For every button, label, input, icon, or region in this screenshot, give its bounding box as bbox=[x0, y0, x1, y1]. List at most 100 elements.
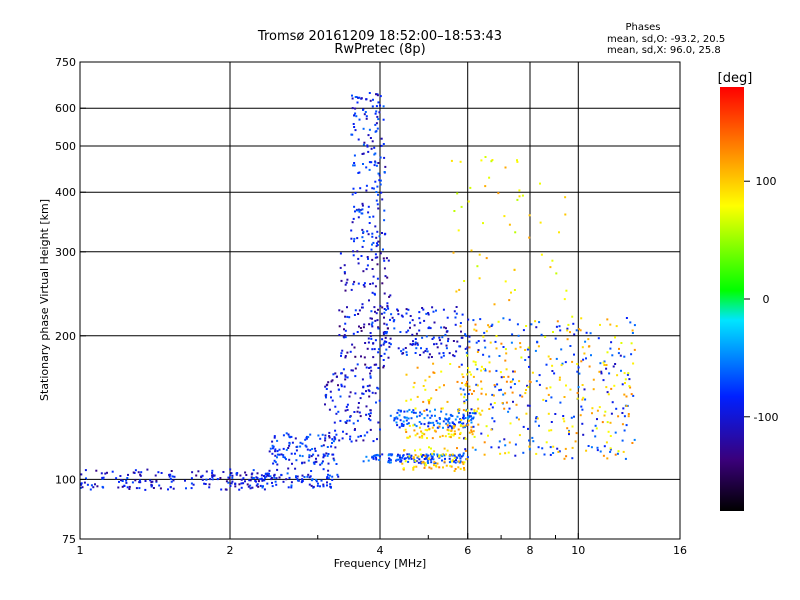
data-point bbox=[462, 452, 465, 455]
data-point bbox=[332, 453, 335, 456]
data-point bbox=[374, 392, 377, 395]
data-point bbox=[387, 356, 390, 359]
data-point bbox=[549, 386, 552, 389]
data-point bbox=[361, 202, 364, 205]
data-point bbox=[405, 416, 408, 419]
data-point bbox=[500, 376, 503, 379]
data-point bbox=[137, 471, 140, 474]
data-point bbox=[357, 313, 360, 315]
data-point bbox=[425, 456, 428, 459]
data-point bbox=[430, 414, 433, 417]
data-point bbox=[268, 450, 271, 453]
data-point bbox=[370, 323, 373, 326]
data-point bbox=[363, 434, 366, 437]
x-tick-label: 10 bbox=[571, 544, 585, 557]
data-point bbox=[445, 330, 448, 333]
data-point bbox=[386, 276, 389, 279]
data-point bbox=[426, 454, 429, 457]
data-point bbox=[464, 449, 467, 452]
chart-title: Tromsø 20161209 18:52:00–18:53:43 bbox=[257, 29, 502, 44]
data-point bbox=[424, 464, 427, 467]
data-point bbox=[468, 414, 471, 417]
data-point bbox=[412, 456, 415, 459]
data-point bbox=[357, 257, 360, 260]
data-point bbox=[562, 417, 565, 420]
data-point bbox=[288, 458, 291, 461]
data-point bbox=[442, 466, 444, 469]
data-point bbox=[364, 363, 367, 366]
data-point bbox=[363, 285, 366, 288]
data-point bbox=[396, 411, 399, 414]
data-point bbox=[443, 460, 446, 463]
data-point bbox=[503, 407, 506, 410]
data-point bbox=[525, 389, 527, 391]
data-point bbox=[333, 436, 336, 439]
data-point bbox=[285, 458, 287, 461]
data-point bbox=[594, 424, 597, 427]
data-point bbox=[274, 448, 277, 451]
data-point bbox=[422, 400, 425, 403]
data-point bbox=[566, 329, 569, 332]
data-point bbox=[468, 385, 471, 388]
data-point bbox=[438, 425, 441, 428]
data-point bbox=[357, 435, 360, 438]
data-point bbox=[454, 316, 457, 319]
data-point bbox=[264, 476, 266, 479]
data-point bbox=[427, 462, 430, 464]
data-point bbox=[362, 143, 365, 146]
data-point bbox=[331, 442, 333, 444]
data-point bbox=[425, 335, 428, 338]
data-point bbox=[339, 419, 342, 422]
data-point bbox=[379, 95, 382, 98]
data-point bbox=[620, 342, 623, 344]
data-point bbox=[102, 476, 105, 479]
data-point bbox=[383, 267, 386, 270]
data-point bbox=[589, 332, 592, 335]
data-point bbox=[322, 444, 325, 447]
data-point bbox=[513, 268, 516, 271]
data-point bbox=[558, 450, 561, 453]
x-tick-label: 1 bbox=[77, 544, 84, 557]
y-tick-label: 200 bbox=[55, 330, 76, 343]
data-point bbox=[299, 445, 302, 448]
data-point bbox=[335, 412, 338, 415]
data-point bbox=[544, 335, 547, 338]
data-point bbox=[565, 455, 568, 458]
data-point bbox=[631, 332, 634, 334]
data-point bbox=[328, 436, 331, 439]
data-point bbox=[362, 127, 365, 130]
data-point bbox=[628, 385, 631, 388]
data-point bbox=[365, 268, 368, 271]
data-point bbox=[346, 351, 349, 354]
data-point bbox=[353, 237, 356, 240]
data-point bbox=[474, 361, 477, 364]
data-point bbox=[610, 387, 613, 390]
data-point bbox=[399, 460, 402, 463]
data-point bbox=[351, 193, 354, 196]
data-point bbox=[369, 412, 372, 415]
data-point bbox=[351, 97, 354, 100]
data-point bbox=[379, 156, 382, 159]
data-point bbox=[376, 319, 379, 322]
data-point bbox=[234, 483, 237, 486]
data-point bbox=[463, 437, 465, 440]
data-point bbox=[381, 306, 384, 309]
data-point bbox=[248, 479, 251, 482]
data-point bbox=[597, 337, 600, 340]
data-point bbox=[466, 354, 469, 357]
data-point bbox=[553, 372, 556, 375]
data-point bbox=[328, 408, 331, 411]
data-point bbox=[442, 354, 445, 357]
data-point bbox=[134, 479, 137, 482]
data-point bbox=[354, 375, 357, 378]
data-point bbox=[290, 481, 293, 484]
data-point bbox=[353, 162, 356, 164]
data-point bbox=[287, 447, 290, 449]
data-point bbox=[368, 216, 371, 219]
data-point bbox=[362, 392, 365, 395]
data-point bbox=[470, 430, 473, 433]
data-point bbox=[317, 434, 320, 437]
data-point bbox=[408, 455, 411, 458]
data-point bbox=[328, 474, 331, 477]
